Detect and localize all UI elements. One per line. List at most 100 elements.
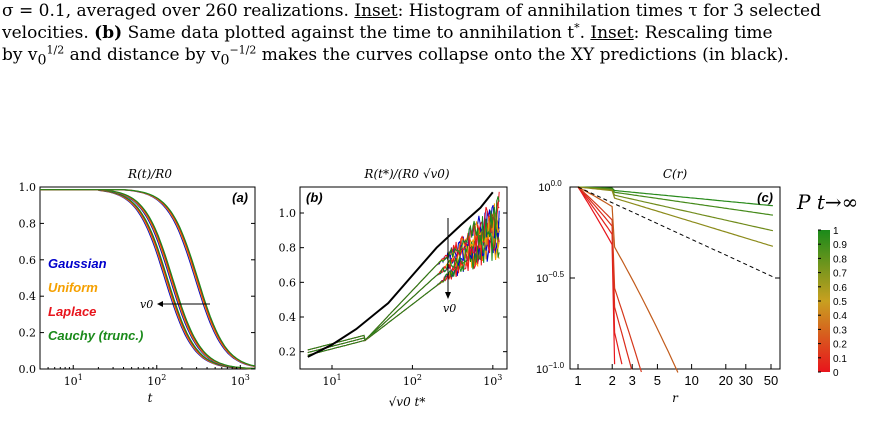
caption-text: : Rescaling time [633,23,773,43]
panel-c-curve [577,186,633,370]
colorbar-ticks: 1 0.9 0.8 0.7 0.6 0.5 0.4 0.3 0.2 0.1 0 [818,226,847,379]
y-tick-label: 10−0.5 [536,270,565,285]
panel-b-curve [307,196,500,351]
x-tick-label: 20 [719,373,733,388]
y-tick-label: 0.2 [19,327,37,340]
caption-sub: 0 [220,52,230,69]
x-tick-label: 103 [483,373,502,388]
legend-entry: Cauchy (trunc.) [48,328,143,343]
panel-a-arrowhead [157,301,163,307]
panel-b-frame [299,186,508,370]
panel-a-legend: Gaussian Uniform Laplace Cauchy (trunc.) [48,256,143,343]
y-tick-label: 1.0 [19,181,37,194]
panel-c-curve [577,186,642,373]
colorbar-tick-label: 0.3 [833,325,847,336]
panel-c-label: (c) [757,190,773,205]
panel-c-curve [577,186,773,216]
caption-text: and distance by v [64,45,221,65]
caption-line-3: by v01/2 and distance by v0−1/2 makes th… [2,44,890,71]
panel-b-axes: 0.2 0.4 0.6 0.8 1.0 101 102 103 [279,207,507,388]
colorbar-tick-label: 0.9 [833,240,847,251]
x-tick-label: 10 [684,373,698,388]
panel-c-curve [577,186,679,373]
colorbar-tick-label: 0.6 [833,283,847,294]
y-tick-label: 0.8 [19,217,37,230]
x-tick-label: 102 [403,373,422,388]
panel-b-lines [307,191,500,358]
x-tick-label: 103 [231,373,250,388]
colorbar [818,230,830,372]
caption-text: . [579,23,585,43]
x-tick-label: 3 [629,373,636,388]
legend-entry: Gaussian [48,256,107,271]
x-tick-label: 101 [64,373,83,388]
caption-sup: 1/2 [46,43,65,57]
caption-text: Same data plotted against the time to an… [127,23,575,43]
panel-c-axes: 100.0 10−0.5 10−1.0 1 2 3 5 10 20 30 50 [536,179,780,388]
y-tick-label: 0.2 [279,346,297,359]
panel-c-xlabel: r [672,391,679,405]
colorbar-tick-label: 0.4 [833,311,847,322]
caption-sub: 0 [37,52,47,69]
x-tick-label: 102 [147,373,166,388]
y-tick-label: 0.8 [279,242,297,255]
panel-b-v0: v0 [443,302,456,315]
panel-a-title: R(t)/R0 [127,167,172,181]
colorbar-title: P t→∞ [796,190,858,214]
caption-text: makes the curves collapse onto the XY pr… [256,45,789,65]
caption-panel-label: (b) [94,23,123,43]
legend-entry: Laplace [48,304,96,319]
panel-c-curve [577,186,774,232]
caption-sup: −1/2 [229,43,257,57]
panel-b-xlabel: √v0 t* [389,395,426,409]
caption-line-2: velocities. (b) Same data plotted agains… [2,22,890,44]
panel-c-curve [577,186,623,365]
panel-c: C(r) 100.010−0.510−1.01 2 3 5 10 20 30 50 (c) r… [536,167,858,405]
colorbar-tick-label: 0.5 [833,297,847,308]
panel-b-arrowhead [445,292,451,299]
y-tick-label: 1.0 [279,207,297,220]
caption-text: σ = 0.1, averaged over 260 realizations. [2,1,349,21]
panel-c-curve [577,186,774,247]
caption-text: by v [2,45,38,65]
panel-c-lines [577,186,774,373]
caption-inset-label: Inset [354,1,398,21]
colorbar-tick-label: 0.7 [833,269,847,280]
y-tick-label: 0.6 [279,276,297,289]
caption-line-1: σ = 0.1, averaged over 260 realizations.… [2,0,890,22]
panel-b-curve [307,218,500,354]
panel-a-curve [40,189,256,367]
xy-prediction-curve [307,191,494,358]
caption-text: velocities. [2,23,89,43]
x-tick-label: 30 [739,373,753,388]
x-tick-label: 1 [574,373,581,388]
panel-b-title: R(t*)/(R0 √v0) [363,167,449,181]
y-tick-label: 0.6 [19,254,37,267]
panel-a-lines [40,189,256,370]
x-tick-label: 50 [764,373,778,388]
colorbar-tick-label: 0.1 [833,354,847,365]
panel-c-curve [577,186,616,365]
panel-c-frame [569,186,781,370]
colorbar-tick-label: 1 [833,226,839,237]
panel-b-label: (b) [306,190,323,205]
dashed-reference-line [577,186,774,278]
caption-sup: * [574,21,580,35]
colorbar-tick-label: 0.2 [833,340,847,351]
x-tick-label: 5 [654,373,661,388]
panel-a-v0: v0 [140,298,153,311]
panel-a-xlabel: t [148,391,153,405]
y-tick-label: 0.4 [279,311,297,324]
colorbar-tick-label: 0.8 [833,254,847,265]
legend-entry: Uniform [48,280,98,295]
x-tick-label: 2 [609,373,616,388]
x-tick-label: 101 [322,373,341,388]
panel-a-frame [39,186,256,370]
caption-text: : Histogram of annihilation times τ for … [397,1,821,21]
y-tick-label: 100.0 [538,179,562,194]
figure-caption: σ = 0.1, averaged over 260 realizations.… [2,0,890,71]
caption-inset-label: Inset [590,23,634,43]
